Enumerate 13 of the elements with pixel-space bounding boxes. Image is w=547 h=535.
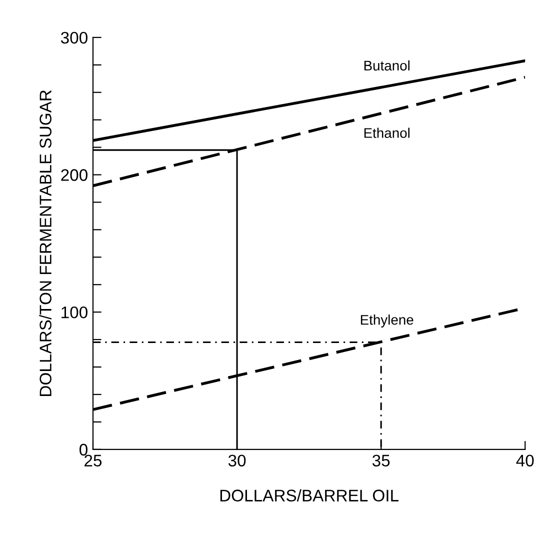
series-label: Ethanol (364, 128, 410, 138)
y-tick-label: 200 (61, 169, 88, 181)
series-label: Butanol (364, 60, 410, 71)
x-axis-title: DOLLARS/BARREL OIL (220, 489, 398, 502)
y-tick-label: 100 (62, 306, 88, 318)
y-tick-label: 300 (60, 32, 88, 44)
y-tick-label: 0 (80, 444, 88, 456)
y-axis-title: DOLLARS/TON FERMENTABLE SUGAR (39, 90, 52, 396)
x-tick-label: 30 (228, 454, 246, 467)
x-tick-label: 25 (84, 454, 102, 467)
series-label: Ethylene (360, 314, 414, 328)
x-tick-label: 35 (372, 454, 390, 467)
x-tick-label: 40 (516, 454, 534, 467)
